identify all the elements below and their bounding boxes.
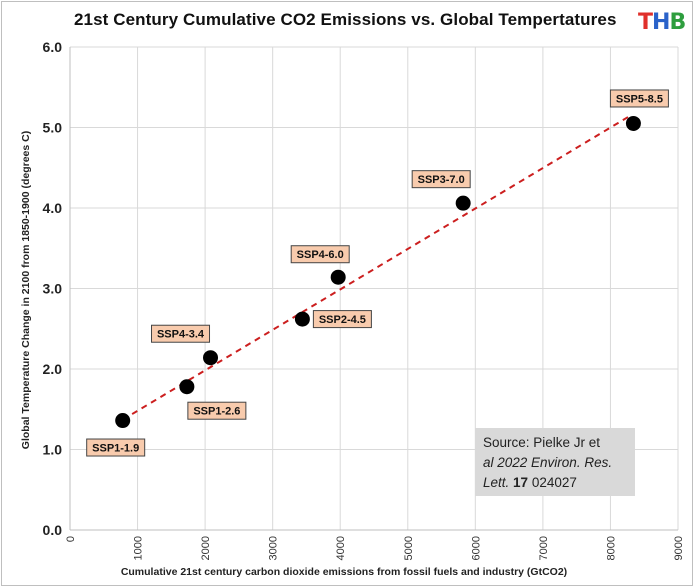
source-journal: al 2022 Environ. Res. xyxy=(483,455,613,470)
y-tick-label: 6.0 xyxy=(43,39,63,55)
point-label-box xyxy=(609,89,669,108)
point-label-text: SSP4-3.4 xyxy=(157,329,205,341)
point-label-box xyxy=(151,324,211,343)
source-line-1: Source: Pielke Jr et xyxy=(483,435,601,450)
data-point xyxy=(625,115,641,131)
y-tick-label: 5.0 xyxy=(43,120,63,136)
x-tick-label: 7000 xyxy=(538,536,550,560)
x-tick-labels: 0 1000 2000 3000 4000 5000 6000 7000 8000 9000 xyxy=(65,536,685,560)
source-journal-abbrev: Lett. xyxy=(483,475,514,490)
x-tick-label: 2000 xyxy=(200,536,212,560)
y-tick-label: 4.0 xyxy=(43,200,63,216)
x-tick-label: 9000 xyxy=(673,536,685,560)
x-tick-label: 0 xyxy=(65,536,77,542)
data-point xyxy=(179,379,195,395)
point-label-text: SSP2-4.5 xyxy=(319,314,366,326)
y-tick-label: 1.0 xyxy=(43,442,63,458)
x-tick-label: 4000 xyxy=(335,536,347,560)
point-label-text: SSP1-1.9 xyxy=(92,443,139,455)
point-label: SSP2-4.5 xyxy=(312,310,372,329)
point-label: SSP4-6.0 xyxy=(290,245,350,264)
point-label-box xyxy=(411,170,471,189)
y-tick-label: 3.0 xyxy=(43,281,63,297)
source-article: 024027 xyxy=(528,475,577,490)
source-citation: Source: Pielke Jr et al 2022 Environ. Re… xyxy=(475,428,635,496)
point-label-box xyxy=(290,245,350,264)
x-tick-label: 1000 xyxy=(133,536,145,560)
point-label: SSP1-1.9 xyxy=(86,438,146,457)
x-tick-label: 6000 xyxy=(470,536,482,560)
x-axis-title: Cumulative 21st century carbon dioxide e… xyxy=(121,566,567,578)
thb-logo: THB xyxy=(638,10,686,35)
logo-letter-t: T xyxy=(638,10,653,35)
data-point xyxy=(455,195,471,211)
trendline xyxy=(122,114,632,421)
x-tick-label: 5000 xyxy=(403,536,415,560)
point-label: SSP4-3.4 xyxy=(151,324,211,343)
source-line-2: al 2022 Environ. Res. xyxy=(483,453,627,473)
point-label: SSP1-2.6 xyxy=(187,401,247,420)
point-label-text: SSP1-2.6 xyxy=(193,406,240,418)
y-axis-title: Global Temperature Change in 2100 from 1… xyxy=(20,131,32,449)
point-labels: SSP1-1.9 SSP1-2.6 SSP4-3.4 SSP2-4.5 SSP4-6.0… xyxy=(86,89,669,457)
chart-title: 21st Century Cumulative CO2 Emissions vs… xyxy=(74,10,617,29)
axes xyxy=(69,47,678,531)
point-label: SSP5-8.5 xyxy=(609,89,669,108)
source-volume: 17 xyxy=(513,475,529,490)
x-tick-label: 3000 xyxy=(268,536,280,560)
y-tick-label: 0.0 xyxy=(43,522,63,538)
y-tick-labels: 0.0 1.0 2.0 3.0 4.0 5.0 6.0 xyxy=(43,39,63,538)
point-label-text: SSP4-6.0 xyxy=(297,249,344,261)
point-label-box xyxy=(86,438,146,457)
source-line-3: Lett. 17 024027 xyxy=(483,473,627,493)
y-tick-label: 2.0 xyxy=(43,361,63,377)
logo-letter-b: B xyxy=(669,10,686,35)
point-label: SSP3-7.0 xyxy=(411,170,471,189)
point-label-box xyxy=(187,401,247,420)
point-label-text: SSP3-7.0 xyxy=(418,174,465,186)
grid xyxy=(70,46,679,530)
point-label-box xyxy=(312,310,372,329)
data-point xyxy=(294,311,310,327)
data-point xyxy=(203,350,219,366)
trendline-group xyxy=(122,114,632,421)
point-label-text: SSP5-8.5 xyxy=(616,93,663,105)
data-point xyxy=(330,269,346,285)
data-point xyxy=(115,413,131,429)
x-tick-label: 8000 xyxy=(605,536,617,560)
logo-letter-h: H xyxy=(652,10,670,35)
data-points xyxy=(115,115,641,429)
